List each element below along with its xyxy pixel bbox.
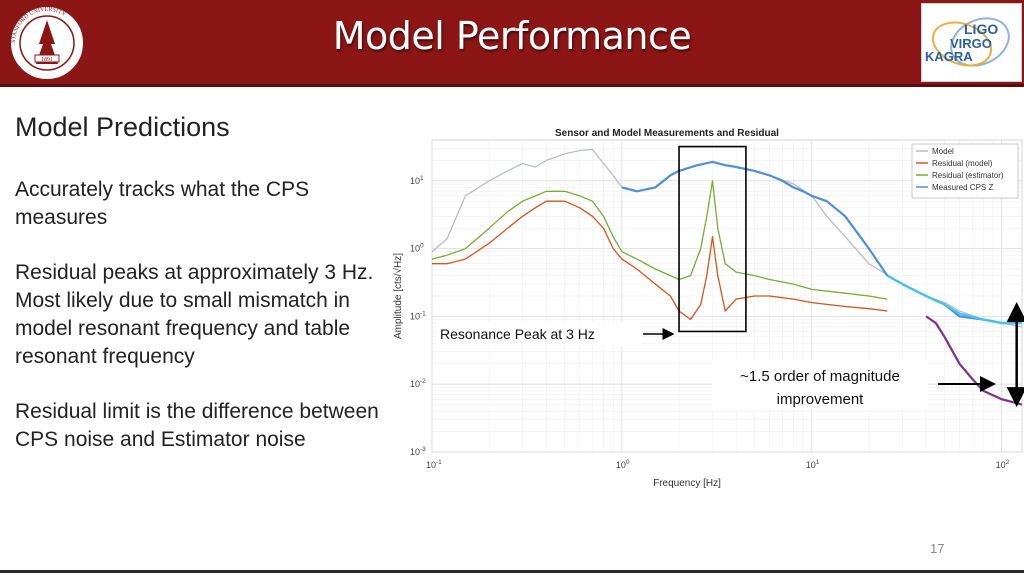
- improvement-label-line-1: ~1.5 order of magnitude: [740, 368, 900, 385]
- x-tick-label: 101: [806, 459, 820, 470]
- paragraph-residual-limit: Residual limit is the difference between…: [15, 400, 379, 451]
- resonance-highlight-box: [678, 145, 747, 333]
- legend-entry: Measured CPS Z: [932, 183, 993, 192]
- header-bar: [0, 0, 1024, 87]
- text-column: Model Predictions Accurately tracks what…: [15, 112, 385, 481]
- svg-text:VIRGO: VIRGO: [950, 36, 992, 51]
- resonance-label-background: [437, 322, 641, 346]
- legend-entry: Residual (model): [932, 159, 993, 168]
- legend-entry: Residual (estimator): [932, 171, 1004, 180]
- chart-title: Sensor and Model Measurements and Residu…: [555, 128, 779, 139]
- y-tick-label: 100: [410, 243, 424, 254]
- y-tick-label: 10-1: [410, 310, 426, 321]
- y-tick-label: 101: [410, 175, 424, 186]
- svg-text:LIGO: LIGO: [964, 21, 998, 37]
- y-axis-label: Amplitude [cts/√Hz]: [392, 253, 404, 339]
- y-tick-label: 10-3: [410, 446, 426, 457]
- page-title: Model Performance: [332, 14, 692, 58]
- university-seal-logo: 1891 STANFORD UNIVERSITY: [9, 5, 85, 81]
- page-number: 17: [930, 541, 945, 556]
- ligo-virgo-kagra-logo: LIGO VIRGO KAGRA: [921, 3, 1022, 82]
- y-tick-label: 10-2: [410, 378, 426, 389]
- improvement-label-line-2: improvement: [777, 391, 865, 408]
- svg-text:KAGRA: KAGRA: [925, 49, 973, 64]
- paragraph-residual-peak: Residual peaks at approximately 3 Hz. Mo…: [15, 261, 374, 368]
- improvement-label-background: [712, 360, 928, 410]
- x-tick-label: 100: [616, 459, 630, 470]
- footer-line: [0, 570, 1024, 573]
- svg-text:1891: 1891: [41, 57, 53, 63]
- legend-box: [911, 143, 1019, 199]
- paragraph-tracking: Accurately tracks what the CPS measures: [15, 178, 310, 229]
- series-line-3: [432, 180, 888, 300]
- spectrum-chart: 10-1 100 101 102 10-3 10-2 10-1 100 101 Sensor an…: [392, 128, 1024, 489]
- legend-entry: Model: [932, 147, 954, 156]
- series-line-5: [886, 274, 1022, 325]
- x-tick-label: 102: [996, 459, 1010, 470]
- resonance-label: Resonance Peak at 3 Hz: [440, 326, 595, 342]
- x-tick-label: 10-1: [426, 459, 442, 470]
- x-axis-label: Frequency [Hz]: [653, 478, 721, 489]
- section-heading: Model Predictions: [15, 112, 230, 142]
- series-line-6: [925, 315, 1022, 406]
- series-line-2: [432, 200, 888, 321]
